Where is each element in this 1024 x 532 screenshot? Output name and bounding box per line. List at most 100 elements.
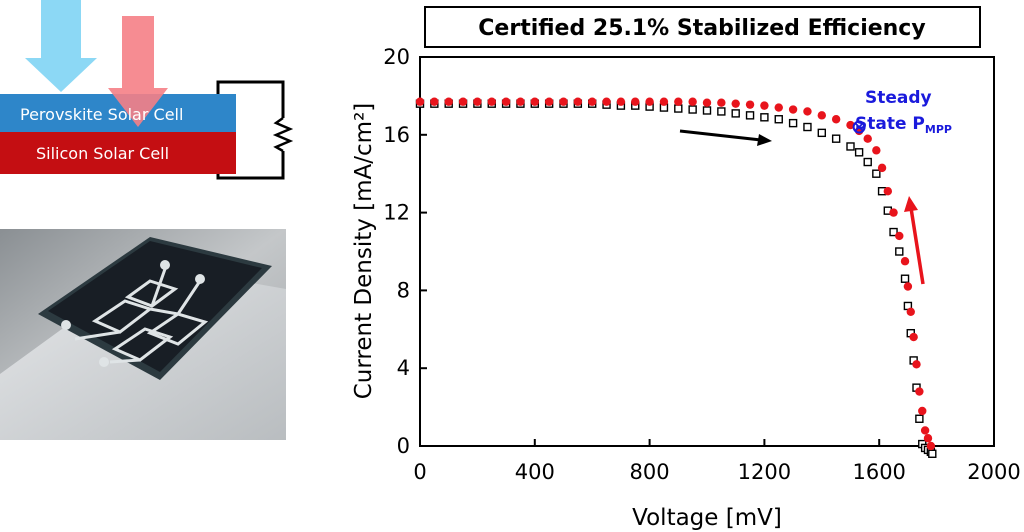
forward-scan-arrow-icon (757, 134, 772, 146)
reverse-scan-point (788, 118, 798, 128)
forward-scan-point (877, 163, 887, 173)
reverse-scan-point (928, 449, 937, 458)
forward-scan-point (645, 97, 654, 106)
plot-frame (419, 56, 995, 447)
forward-scan-point (688, 97, 697, 106)
forward-scan-point (731, 99, 740, 108)
reverse-scan-point (803, 122, 812, 132)
y-tick-label: 12 (383, 201, 410, 225)
reverse-scan-point (774, 115, 783, 124)
y-tick-label: 20 (383, 45, 410, 69)
forward-scan-point (831, 115, 841, 124)
steady-state-label: Steady (865, 88, 932, 108)
x-axis-label: Voltage [mV] (632, 505, 782, 531)
reverse-scan-point (688, 105, 697, 114)
forward-scan-point (602, 97, 611, 106)
forward-scan-point (895, 231, 904, 241)
y-tick-label: 8 (397, 278, 410, 302)
reverse-scan-point (831, 134, 841, 143)
forward-scan-point (909, 332, 918, 342)
reverse-scan-point (846, 142, 855, 151)
x-tick-label: 1200 (738, 460, 791, 484)
reverse-scan-point (863, 157, 872, 167)
forward-scan-point (883, 187, 893, 196)
forward-scan-point (817, 111, 826, 120)
steady-state-mpp-marker (852, 120, 866, 134)
reverse-scan-point (817, 128, 826, 138)
reverse-scan-point (760, 113, 769, 122)
forward-scan-point (918, 406, 927, 416)
reverse-scan-point (702, 106, 712, 115)
circuit-wire-bottom (216, 151, 285, 180)
reverse-scan-point (872, 169, 881, 178)
forward-scan-point (473, 97, 482, 106)
silicon-layer (0, 132, 236, 174)
forward-scan-arrow-shaft (679, 129, 762, 142)
forward-scan-point (889, 208, 898, 217)
tandem-stack-diagram: Perovskite Solar Cell Silicon Solar Cell (0, 0, 294, 180)
x-tick-label: 400 (515, 460, 555, 484)
forward-scan-point (559, 97, 568, 106)
steady-state-pmpp-label: State PMPP (855, 114, 952, 136)
forward-scan-point (702, 98, 712, 107)
forward-scan-point (674, 97, 683, 106)
chart-title-box (424, 6, 981, 48)
forward-scan-point (544, 97, 554, 106)
forward-scan-point (573, 97, 583, 106)
reverse-scan-point (854, 148, 864, 157)
forward-scan-point (458, 97, 468, 106)
reverse-scan-arrow-icon (904, 196, 918, 212)
circuit-wire (216, 80, 285, 118)
forward-scan-point (923, 434, 933, 443)
x-tick-label: 800 (630, 460, 670, 484)
resistor-icon (272, 116, 294, 153)
forward-scan-point (616, 97, 626, 106)
forward-scan-point (872, 146, 881, 155)
tandem-solar-cell-photo (0, 229, 286, 440)
forward-scan-point (717, 98, 726, 107)
jv-chart: Certified 25.1% Stabilized Efficiency 0 4… (351, 6, 1021, 531)
forward-scan-point (659, 97, 669, 106)
forward-scan-point (487, 97, 496, 106)
forward-scan-point (588, 97, 597, 106)
forward-scan-point (926, 441, 936, 451)
forward-scan-point (501, 97, 511, 106)
forward-scan-point (631, 97, 640, 106)
forward-scan-point (415, 97, 425, 106)
forward-scan-point (745, 100, 755, 109)
reverse-scan-point (895, 247, 904, 256)
forward-scan-point (788, 105, 798, 114)
reverse-scan-point (731, 109, 740, 118)
reverse-scan-arrow-shaft (909, 207, 925, 285)
forward-scan-point (430, 97, 439, 106)
x-tick-label: 1600 (852, 460, 905, 484)
y-axis-label: Current Density [mA/cm²] (351, 103, 377, 400)
forward-scan-point (906, 307, 915, 316)
forward-scan-point (915, 387, 924, 396)
forward-scan-point (920, 426, 930, 435)
forward-scan-point (530, 97, 539, 106)
reverse-scan-point (717, 107, 726, 116)
x-tick-label: 2000 (967, 460, 1020, 484)
red-light-arrow-icon (108, 16, 168, 127)
x-tick-label: 0 (413, 460, 426, 484)
forward-scan-point (912, 360, 921, 369)
reverse-scan-point (889, 227, 898, 237)
forward-scan-point (846, 120, 855, 130)
silicon-layer-label: Silicon Solar Cell (36, 144, 169, 163)
forward-scan-point (760, 101, 769, 110)
perovskite-layer-label: Perovskite Solar Cell (20, 105, 183, 124)
reverse-scan-point (900, 274, 910, 283)
y-tick-label: 4 (397, 356, 410, 380)
forward-scan-point (863, 134, 872, 143)
y-tick-label: 16 (383, 123, 410, 147)
y-tick-label: 0 (397, 434, 410, 458)
blue-light-arrow-icon (25, 0, 97, 92)
chart-title: Certified 25.1% Stabilized Efficiency (478, 16, 925, 41)
forward-scan-point (444, 97, 453, 106)
forward-scan-point (803, 107, 812, 116)
forward-scan-point (900, 257, 910, 266)
forward-scan-point (903, 282, 913, 291)
reverse-scan-point (674, 104, 683, 113)
reverse-scan-point (915, 414, 924, 423)
